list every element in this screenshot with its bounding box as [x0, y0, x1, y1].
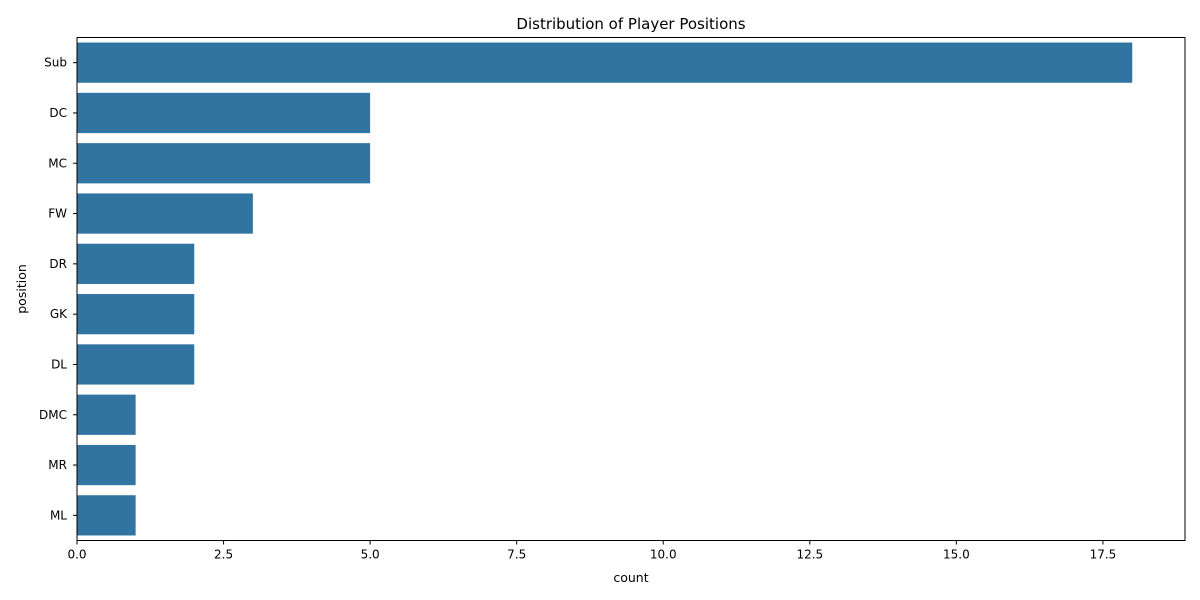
chart-title: Distribution of Player Positions [516, 15, 745, 33]
bar-gk [77, 294, 195, 335]
y-tick-label: ML [50, 508, 67, 522]
x-tick-label: 12.5 [796, 548, 823, 562]
bar-mr [77, 444, 136, 486]
x-tick-label: 10.0 [650, 548, 677, 562]
bar-dc [77, 92, 371, 134]
x-axis-title: count [613, 570, 648, 585]
x-tick-label: 5.0 [361, 548, 380, 562]
y-axis-title: position [14, 264, 29, 314]
y-tick-label: MC [48, 156, 67, 170]
x-tick-label: 2.5 [214, 548, 233, 562]
x-tick-label: 0.0 [67, 548, 86, 562]
y-tick-label: DC [49, 106, 67, 120]
y-tick-label: DMC [39, 408, 67, 422]
bar-mc [77, 143, 371, 184]
y-tick-label: Sub [44, 56, 67, 70]
bar-dl [77, 344, 195, 385]
y-tick-label: DL [51, 357, 67, 371]
x-tick-label: 7.5 [507, 548, 526, 562]
x-tick-label: 15.0 [943, 548, 970, 562]
plot-frame [76, 37, 1186, 541]
bar-dmc [77, 394, 136, 435]
bar-sub [77, 42, 1133, 83]
bar-dr [77, 243, 195, 284]
x-tick-label: 17.5 [1090, 548, 1117, 562]
bar-fw [77, 193, 253, 234]
bar-ml [77, 495, 136, 536]
y-tick-label: DR [49, 257, 67, 271]
y-tick-label: FW [48, 207, 67, 221]
y-tick-label: MR [48, 458, 67, 472]
y-tick-label: GK [50, 307, 68, 321]
